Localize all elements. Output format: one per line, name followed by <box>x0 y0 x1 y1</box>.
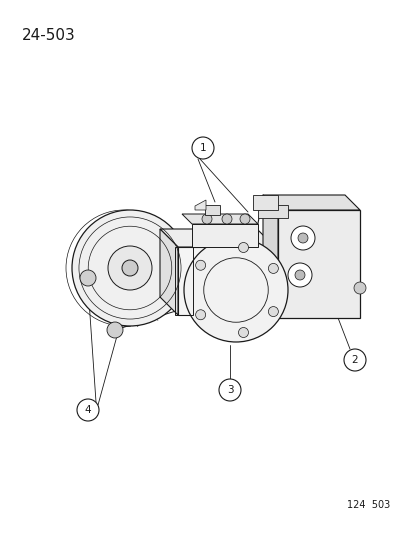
Polygon shape <box>195 200 206 210</box>
Polygon shape <box>277 210 359 318</box>
Text: 4: 4 <box>85 405 91 415</box>
Polygon shape <box>204 205 219 215</box>
Polygon shape <box>262 195 359 210</box>
Circle shape <box>238 243 248 253</box>
Circle shape <box>268 263 278 273</box>
Polygon shape <box>159 229 274 247</box>
Text: 1: 1 <box>199 143 206 153</box>
Polygon shape <box>257 205 287 218</box>
Circle shape <box>240 214 249 224</box>
Circle shape <box>294 270 304 280</box>
Polygon shape <box>182 214 257 224</box>
Circle shape <box>343 349 365 371</box>
Circle shape <box>238 327 248 337</box>
Circle shape <box>290 226 314 250</box>
Circle shape <box>108 246 152 290</box>
Circle shape <box>218 379 240 401</box>
Circle shape <box>183 238 287 342</box>
Circle shape <box>297 233 307 243</box>
Circle shape <box>77 399 99 421</box>
Circle shape <box>195 310 205 320</box>
Circle shape <box>195 260 205 270</box>
Circle shape <box>72 210 188 326</box>
Text: 24-503: 24-503 <box>22 28 76 43</box>
Polygon shape <box>159 229 178 315</box>
Polygon shape <box>252 195 277 210</box>
Text: 124  503: 124 503 <box>346 500 389 510</box>
Circle shape <box>107 322 123 338</box>
Text: 2: 2 <box>351 355 357 365</box>
Text: 3: 3 <box>226 385 233 395</box>
Circle shape <box>202 214 211 224</box>
Circle shape <box>122 260 138 276</box>
Circle shape <box>80 270 96 286</box>
Circle shape <box>353 282 365 294</box>
Circle shape <box>221 214 231 224</box>
Polygon shape <box>192 224 257 247</box>
Circle shape <box>268 306 278 317</box>
Polygon shape <box>262 195 277 318</box>
Circle shape <box>192 137 214 159</box>
Polygon shape <box>178 247 274 315</box>
Circle shape <box>287 263 311 287</box>
